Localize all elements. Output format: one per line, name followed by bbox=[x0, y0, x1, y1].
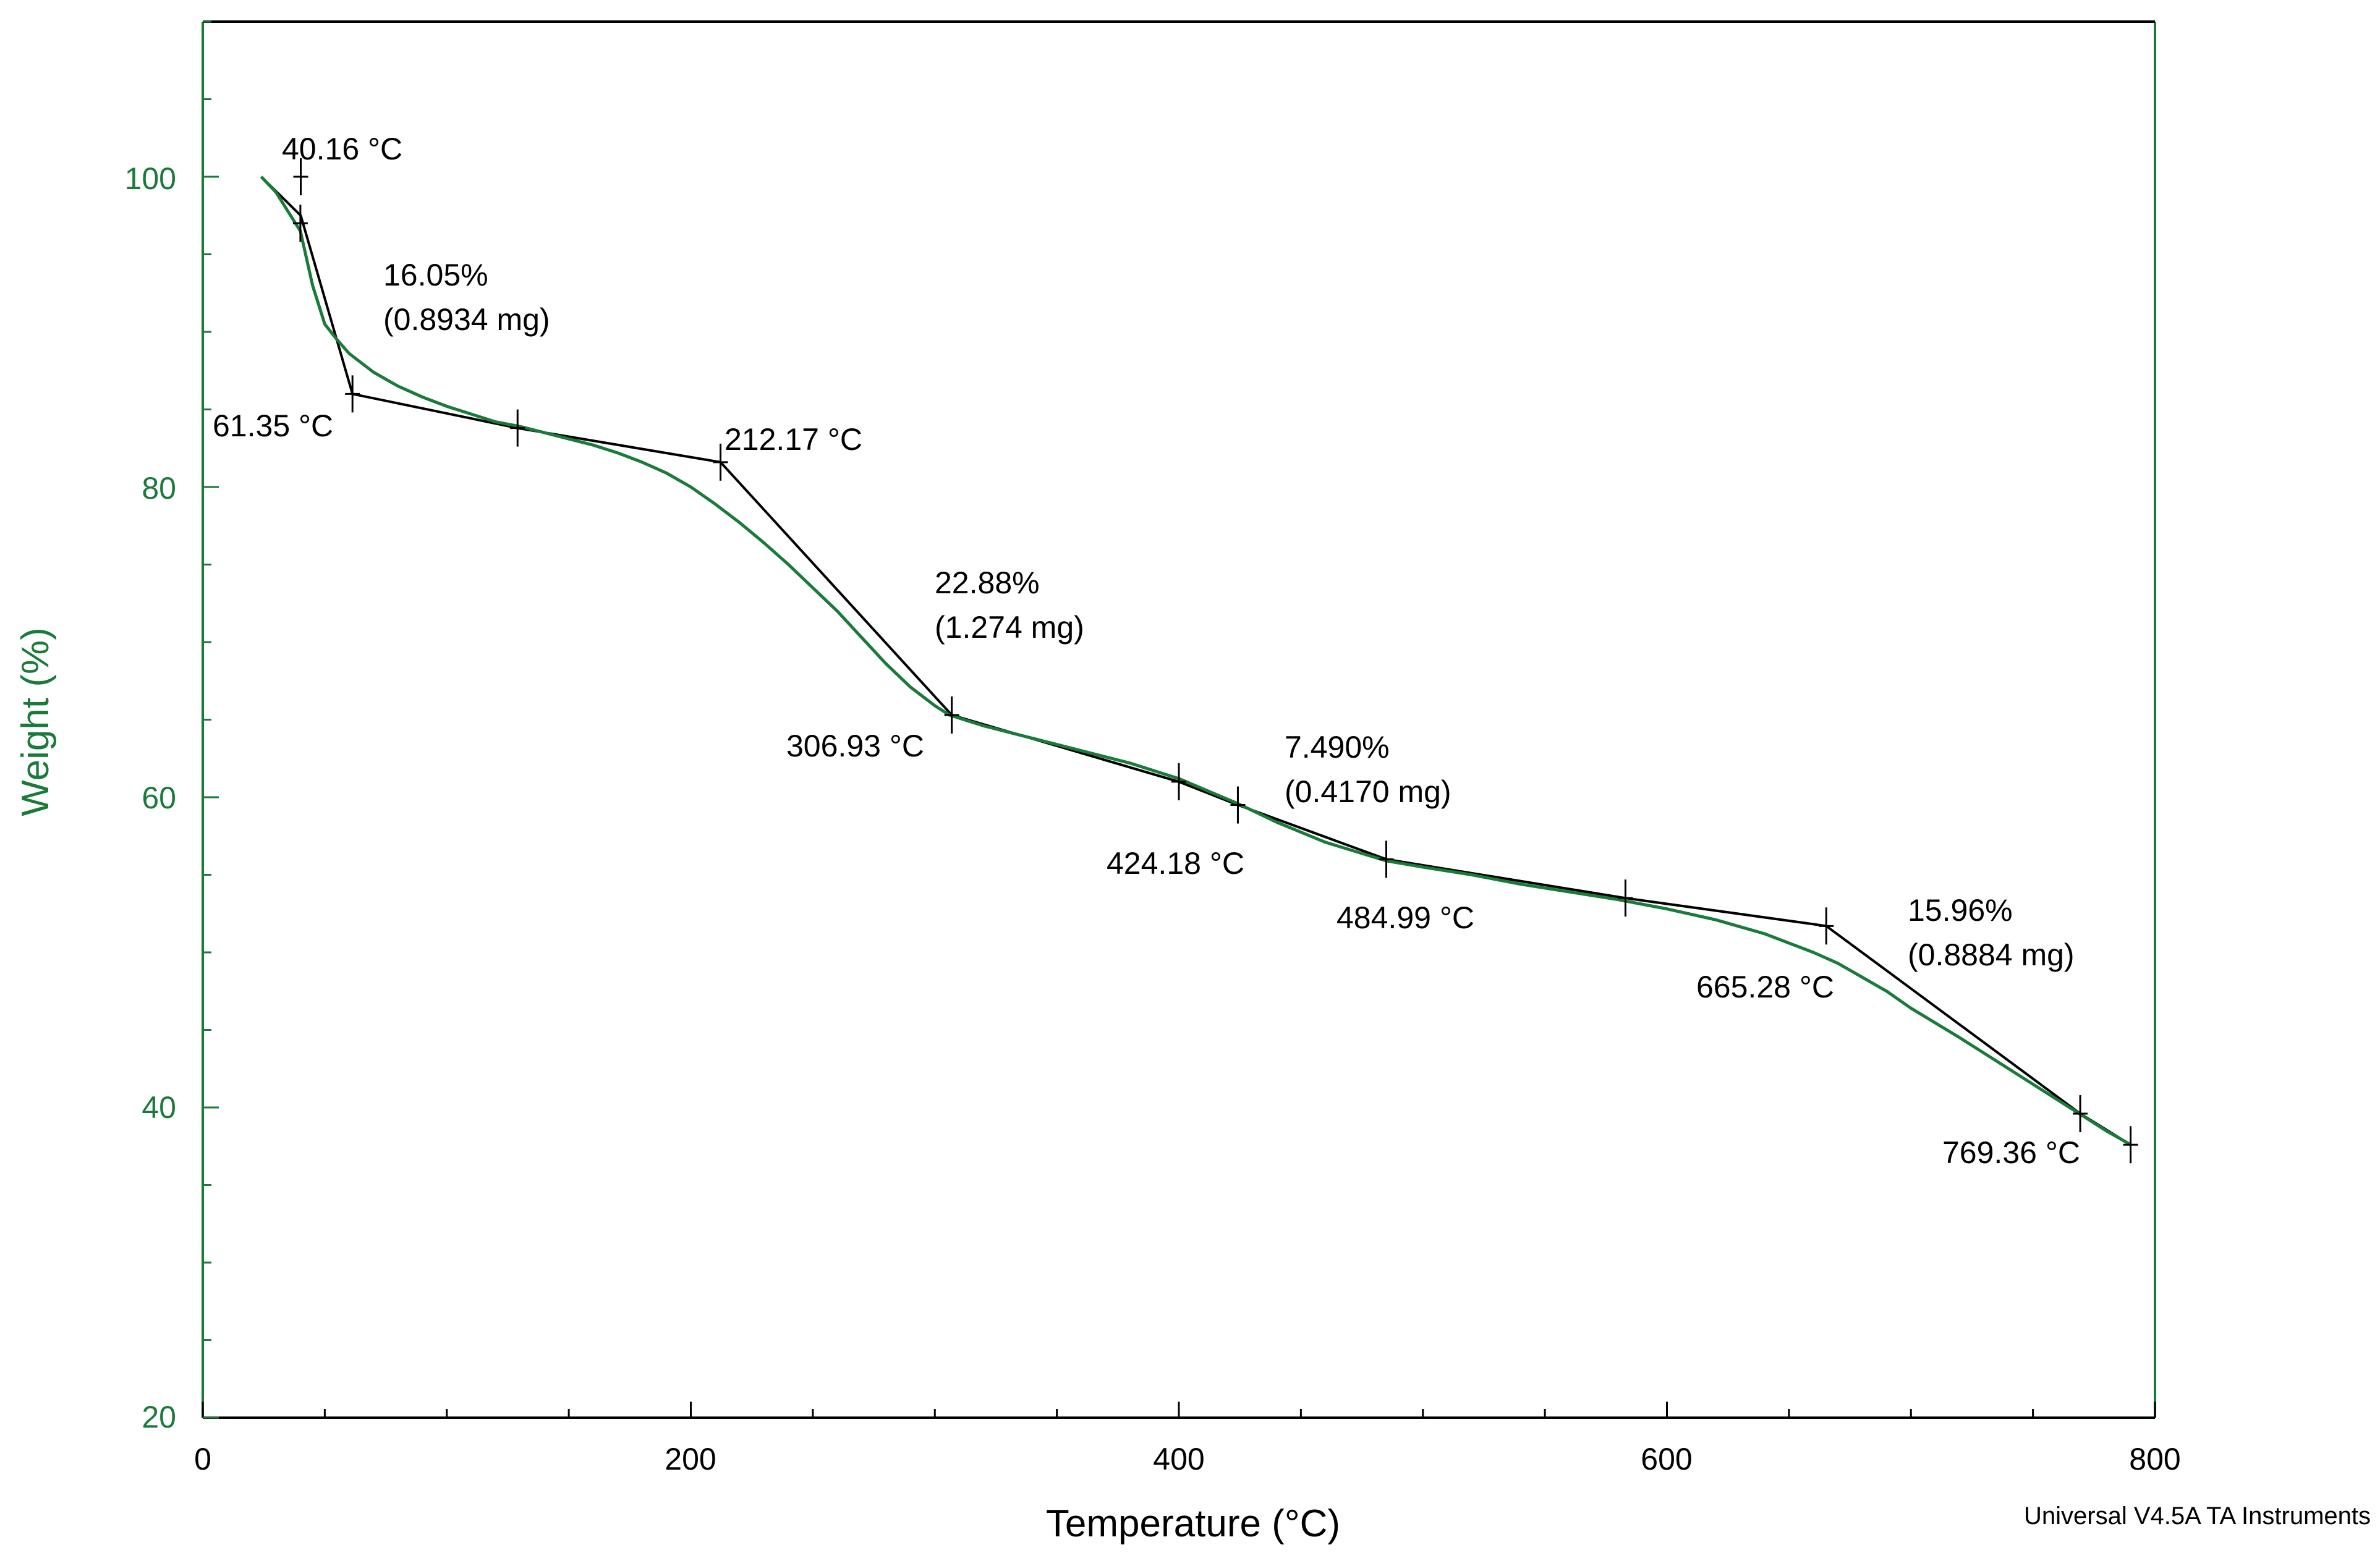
annotation-212-17c: 212.17 °C bbox=[725, 422, 862, 457]
x-tick-label-800: 800 bbox=[2129, 1442, 2180, 1476]
tangent-line bbox=[720, 461, 953, 716]
annotation-484-99c: 484.99 °C bbox=[1337, 900, 1474, 935]
annotation-0-8934-mg: (0.8934 mg) bbox=[383, 302, 550, 337]
x-tick-label-400: 400 bbox=[1153, 1442, 1204, 1476]
annotation-0-4170-mg: (0.4170 mg) bbox=[1285, 774, 1451, 809]
y-tick-label-20: 20 bbox=[142, 1400, 176, 1434]
axis-ticks bbox=[202, 20, 2156, 1419]
x-tick-label-0: 0 bbox=[194, 1442, 211, 1476]
y-tick-label-40: 40 bbox=[142, 1090, 176, 1125]
instrument-credit: Universal V4.5A TA Instruments bbox=[2024, 1502, 2371, 1530]
y-axis-label: Weight (%) bbox=[14, 627, 57, 816]
y-tick-label-80: 80 bbox=[142, 471, 176, 506]
y-tick-label-100: 100 bbox=[125, 161, 176, 196]
annotation-61-35c: 61.35 °C bbox=[213, 409, 333, 443]
annotation-424-18c: 424.18 °C bbox=[1107, 846, 1244, 881]
x-tick-label-600: 600 bbox=[1641, 1442, 1692, 1476]
x-axis-label: Temperature (°C) bbox=[1046, 1502, 1340, 1545]
annotation-665-28c: 665.28 °C bbox=[1696, 970, 1834, 1004]
annotation-0-8884-mg: (0.8884 mg) bbox=[1908, 938, 2075, 972]
annotation-7-490-percent: 7.490% bbox=[1285, 730, 1390, 764]
annotation-40-16c: 40.16 °C bbox=[282, 132, 402, 166]
y-tick-label-60: 60 bbox=[142, 781, 176, 815]
annotation-16-05-percent: 16.05% bbox=[383, 258, 488, 292]
annotation-15-96-percent: 15.96% bbox=[1908, 893, 2013, 928]
annotation-22-88-percent: 22.88% bbox=[935, 565, 1040, 600]
annotation-306-93c: 306.93 °C bbox=[786, 729, 924, 763]
weight-curve-line bbox=[260, 176, 2131, 1146]
annotation-769-36c: 769.36 °C bbox=[1942, 1135, 2080, 1170]
x-tick-label-200: 200 bbox=[665, 1442, 716, 1476]
analysis-markers bbox=[292, 158, 2138, 1164]
annotation-1-274-mg: (1.274 mg) bbox=[935, 610, 1084, 645]
